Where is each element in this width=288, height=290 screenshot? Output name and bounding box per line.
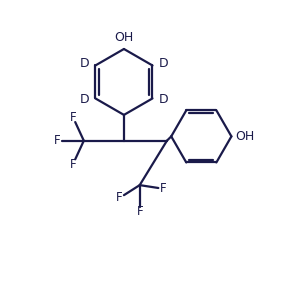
Text: D: D: [79, 93, 89, 106]
Text: F: F: [54, 134, 60, 147]
Text: OH: OH: [114, 31, 134, 44]
Text: OH: OH: [236, 130, 255, 143]
Text: D: D: [79, 57, 89, 70]
Text: D: D: [159, 57, 168, 70]
Text: F: F: [70, 157, 76, 171]
Text: F: F: [70, 111, 76, 124]
Text: F: F: [116, 191, 123, 204]
Text: D: D: [159, 93, 168, 106]
Text: F: F: [160, 182, 167, 195]
Text: F: F: [137, 205, 143, 218]
